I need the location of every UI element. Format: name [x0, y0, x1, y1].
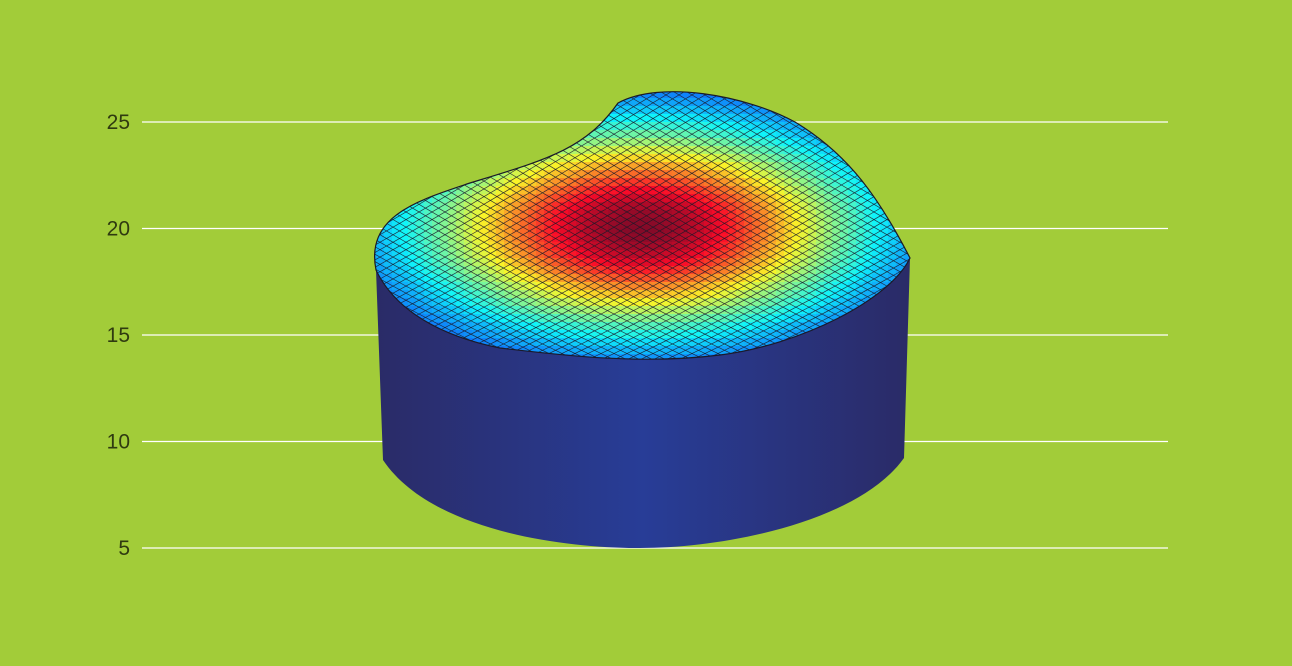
surface-side-wall [376, 258, 910, 548]
y-tick-label: 15 [107, 324, 130, 347]
y-tick-label: 25 [107, 111, 130, 134]
y-tick-label: 10 [107, 431, 130, 454]
y-tick-label: 5 [118, 537, 130, 560]
surface-top-outline [374, 91, 911, 360]
y-axis-ticks: 5 10 15 20 25 [107, 111, 130, 560]
y-tick-label: 20 [107, 218, 130, 241]
